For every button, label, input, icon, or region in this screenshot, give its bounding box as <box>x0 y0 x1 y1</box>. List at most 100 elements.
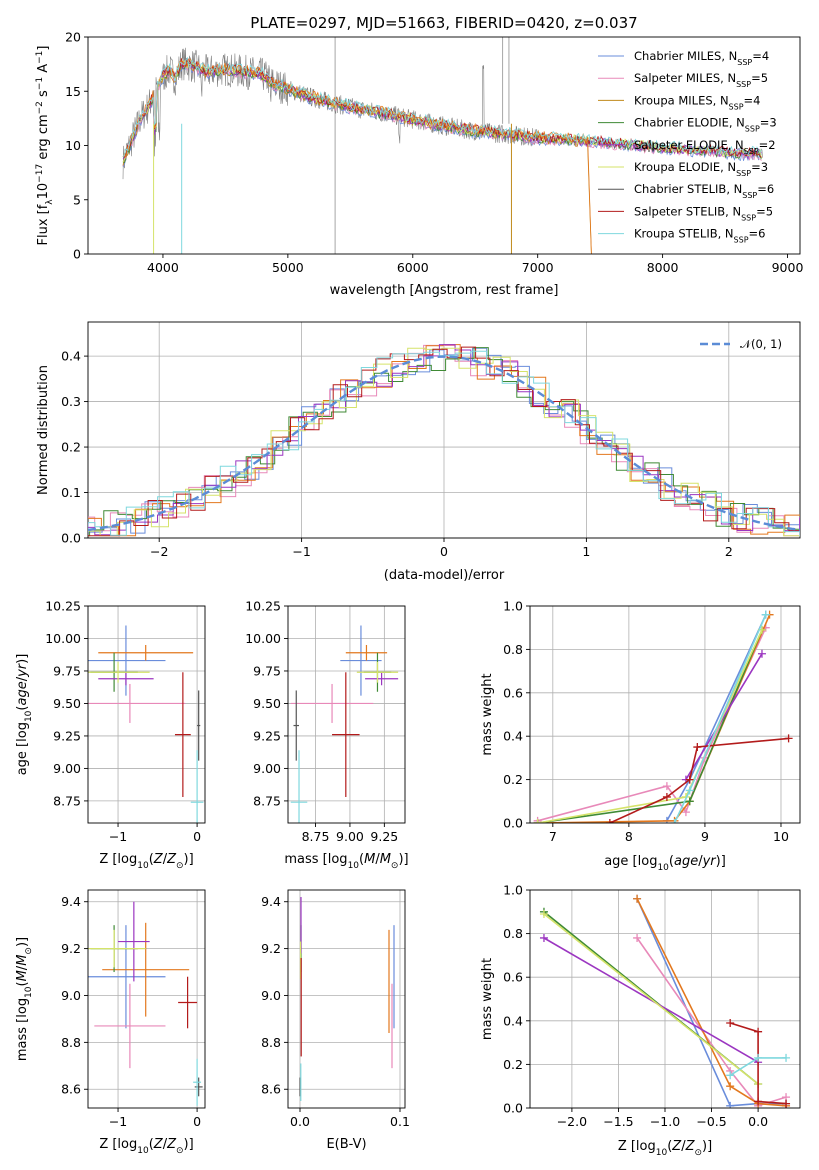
series-salpeter_miles-line <box>636 937 787 1107</box>
y-tick-label: 8.75 <box>253 793 281 808</box>
y-tick-label: 15 <box>65 84 81 99</box>
plot-frame <box>529 889 801 1109</box>
plot-frame <box>287 605 406 824</box>
series-point-salpeter_stelib <box>782 1099 791 1108</box>
series-chabrier_miles-line <box>666 614 767 822</box>
x-axis-label: Z [log10(Z/Z⊙)] <box>99 1137 193 1156</box>
panels: 4000 5000 6000 7000 8000 900005101520waveleng… <box>15 30 804 1159</box>
legend-label: 𝒩(0, 1) <box>740 337 782 351</box>
y-tick-label: 10 <box>65 138 81 153</box>
x-tick-label: 10 <box>773 829 789 844</box>
series-point-salpeter_stelib <box>693 743 702 752</box>
legend-label: Kroupa STELIB, NSSP=6 <box>634 227 765 245</box>
model-kroupa_stelib-line <box>122 56 762 158</box>
series-point-salpeter_stelib <box>726 1018 735 1027</box>
histogram-lines <box>88 344 800 537</box>
y-tick-label: 9.0 <box>61 988 81 1003</box>
y-tick-label: 0.4 <box>61 349 81 364</box>
series-point-kroupa_stelib <box>726 1071 735 1080</box>
x-axis-label: Z [log10(Z/Z⊙)] <box>618 1139 712 1158</box>
panel-age_vs_mass: 8.75 9.00 9.25 8.75 9.00 9.25 9.50 9.75 10.00 10.… <box>245 599 408 872</box>
series-salpeter_stelib-line <box>729 1022 787 1105</box>
y-tick-label: 0.2 <box>61 440 81 455</box>
y-tick-label: 8.75 <box>53 793 81 808</box>
x-axis-label: Z [log10(Z/Z⊙)] <box>99 852 193 871</box>
model-kroupa_miles-line <box>122 61 592 254</box>
series-chabrier_elodie-line <box>537 629 763 823</box>
hist-salpeter_miles-line <box>88 344 800 537</box>
series-orange_fit-line <box>636 898 787 1107</box>
y-tick-label: 8.8 <box>61 1035 81 1050</box>
y-tick-label: 8.6 <box>61 1082 81 1097</box>
y-tick-label: 9.00 <box>253 761 281 776</box>
x-tick-label: 0.0 <box>748 1114 768 1129</box>
y-tick-label: 0.2 <box>503 772 523 787</box>
x-tick-label: 0 <box>193 829 201 844</box>
y-tick-label: 9.50 <box>253 696 281 711</box>
y-tick-label: 10.00 <box>245 631 281 646</box>
plot-frame <box>87 321 801 539</box>
x-tick-label: 6000 <box>397 260 429 275</box>
series-point-kroupa_elodie <box>533 819 542 823</box>
y-tick-label: 9.0 <box>261 988 281 1003</box>
series-point-kroupa_elodie <box>539 909 548 918</box>
plot-frame <box>529 605 801 824</box>
y-tick-label: 0.6 <box>503 685 523 700</box>
y-tick-label: 9.4 <box>61 894 81 909</box>
series-point-kroupa_stelib <box>685 786 694 795</box>
hist-salpeter_stelib-line <box>88 346 800 537</box>
series-point-salpeter_stelib <box>754 1097 763 1106</box>
hist-kroupa_stelib-line <box>88 350 800 537</box>
x-tick-label: 0.0 <box>290 1114 310 1129</box>
series-point-orange_fit <box>726 1082 735 1091</box>
panel-mass_weight_vs_Z: −2.0 −1.5 −1.0 −0.5 0.0 0.0 0.2 0.4 0.6 0.8 1.0 Z [… <box>480 883 801 1158</box>
series-point-kroupa_stelib <box>754 1053 763 1062</box>
legend-label: Salpeter STELIB, NSSP=5 <box>634 204 773 222</box>
legend-label: Chabrier ELODIE, NSSP=3 <box>634 116 777 134</box>
series-point-kroupa_stelib <box>761 610 770 619</box>
x-axis-label: wavelength [Angstrom, rest frame] <box>330 283 559 298</box>
x-tick-label: 2 <box>725 544 733 559</box>
x-tick-label: −2.0 <box>557 1114 587 1129</box>
y-tick-label: 0.4 <box>503 729 523 744</box>
y-tick-label: 10.25 <box>45 599 81 614</box>
panel-marks <box>539 894 791 1108</box>
panel-marks <box>88 901 203 1106</box>
panel-marks <box>299 897 395 1101</box>
y-tick-label: 0.6 <box>503 970 523 985</box>
x-tick-label: −1 <box>292 544 310 559</box>
y-tick-label: 0.0 <box>61 531 81 546</box>
series-chabrier_miles-line <box>636 898 786 1107</box>
panel-marks <box>290 625 399 823</box>
x-tick-label: −1.5 <box>603 1114 633 1129</box>
x-tick-label: 9000 <box>772 260 804 275</box>
y-tick-label: 9.4 <box>261 894 281 909</box>
hist-chabrier_miles-line <box>88 347 800 537</box>
y-tick-label: 0.8 <box>503 926 523 941</box>
x-tick-label: 0 <box>440 544 448 559</box>
y-tick-label: 9.2 <box>61 941 81 956</box>
y-tick-label: 9.25 <box>253 728 281 743</box>
series-point-salpeter_stelib <box>754 1027 763 1036</box>
y-tick-label: 8.8 <box>261 1035 281 1050</box>
series-point-salpeter_stelib <box>662 792 671 801</box>
model-salpeter_stelib-line <box>122 57 762 158</box>
hist-salpeter_elodie-line <box>88 344 800 536</box>
series-point-kroupa_stelib <box>782 1053 791 1062</box>
series-point-chabrier_elodie <box>685 797 694 806</box>
y-tick-label: 5 <box>73 192 81 207</box>
legend-label: Salpeter ELODIE, NSSP=2 <box>634 138 776 156</box>
y-tick-label: 1.0 <box>503 883 523 898</box>
x-tick-label: 0.1 <box>390 1114 410 1129</box>
series-point-salpeter_miles <box>681 808 690 817</box>
x-tick-label: −1.0 <box>650 1114 680 1129</box>
panel-mass_weight_vs_age: 7 8 9 10 0.0 0.2 0.4 0.6 0.8 1.0 age [log10(age/yr… <box>480 599 801 873</box>
series-point-salpeter_miles <box>633 933 642 942</box>
y-tick-label: 0.1 <box>61 485 81 500</box>
plot-frame <box>87 605 206 824</box>
x-tick-label: 7000 <box>522 260 554 275</box>
series-point-chabrier_miles <box>726 1101 735 1108</box>
y-tick-label: 8.6 <box>261 1082 281 1097</box>
legend-label: Kroupa ELODIE, NSSP=3 <box>634 160 768 178</box>
